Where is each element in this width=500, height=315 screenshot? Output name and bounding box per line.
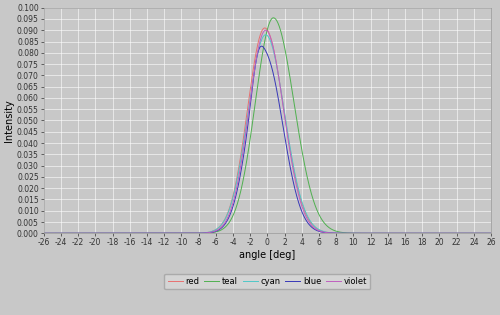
teal: [212, 230, 218, 234]
cyan: [332, 231, 338, 235]
cyan: [374, 232, 380, 235]
Line: teal: teal: [44, 18, 491, 233]
red: [122, 232, 128, 235]
violet: [374, 232, 380, 235]
red: [374, 232, 380, 235]
Legend: red, teal, cyan, blue, violet: red, teal, cyan, blue, violet: [164, 273, 370, 289]
blue: [332, 231, 338, 235]
cyan: [309, 221, 315, 225]
violet: [332, 231, 338, 235]
blue: [374, 232, 380, 235]
blue: [309, 226, 315, 229]
Line: red: red: [44, 28, 491, 233]
red: [332, 231, 338, 235]
violet: [122, 232, 128, 235]
blue: [488, 232, 494, 235]
teal: [374, 232, 380, 235]
violet: [488, 232, 494, 235]
red: [212, 228, 218, 232]
cyan: [262, 33, 268, 37]
violet: [40, 232, 46, 235]
cyan: [40, 232, 46, 235]
cyan: [408, 232, 414, 235]
cyan: [212, 228, 218, 232]
teal: [309, 194, 315, 198]
Y-axis label: Intensity: Intensity: [4, 99, 14, 142]
X-axis label: angle [deg]: angle [deg]: [239, 250, 296, 260]
teal: [270, 16, 276, 20]
teal: [40, 232, 46, 235]
Line: blue: blue: [44, 46, 491, 233]
blue: [122, 232, 128, 235]
violet: [262, 28, 268, 32]
red: [262, 26, 268, 30]
violet: [212, 229, 218, 233]
cyan: [122, 232, 128, 235]
red: [40, 232, 46, 235]
blue: [408, 232, 414, 235]
cyan: [488, 232, 494, 235]
Line: cyan: cyan: [44, 35, 491, 233]
blue: [40, 232, 46, 235]
teal: [488, 232, 494, 235]
teal: [332, 229, 338, 232]
violet: [309, 224, 315, 228]
red: [309, 222, 315, 226]
teal: [122, 232, 128, 235]
red: [408, 232, 414, 235]
teal: [408, 232, 414, 235]
blue: [258, 44, 264, 48]
violet: [408, 232, 414, 235]
red: [488, 232, 494, 235]
Line: violet: violet: [44, 30, 491, 233]
blue: [212, 230, 218, 234]
